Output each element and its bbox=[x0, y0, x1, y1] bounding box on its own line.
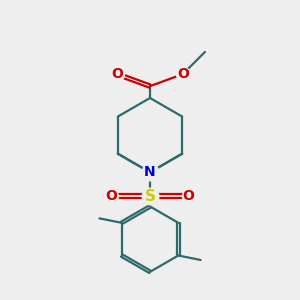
Text: O: O bbox=[177, 67, 189, 81]
Text: O: O bbox=[183, 189, 195, 203]
Text: N: N bbox=[144, 165, 156, 179]
Text: O: O bbox=[111, 67, 123, 81]
Text: O: O bbox=[105, 189, 117, 203]
Text: S: S bbox=[145, 189, 155, 204]
